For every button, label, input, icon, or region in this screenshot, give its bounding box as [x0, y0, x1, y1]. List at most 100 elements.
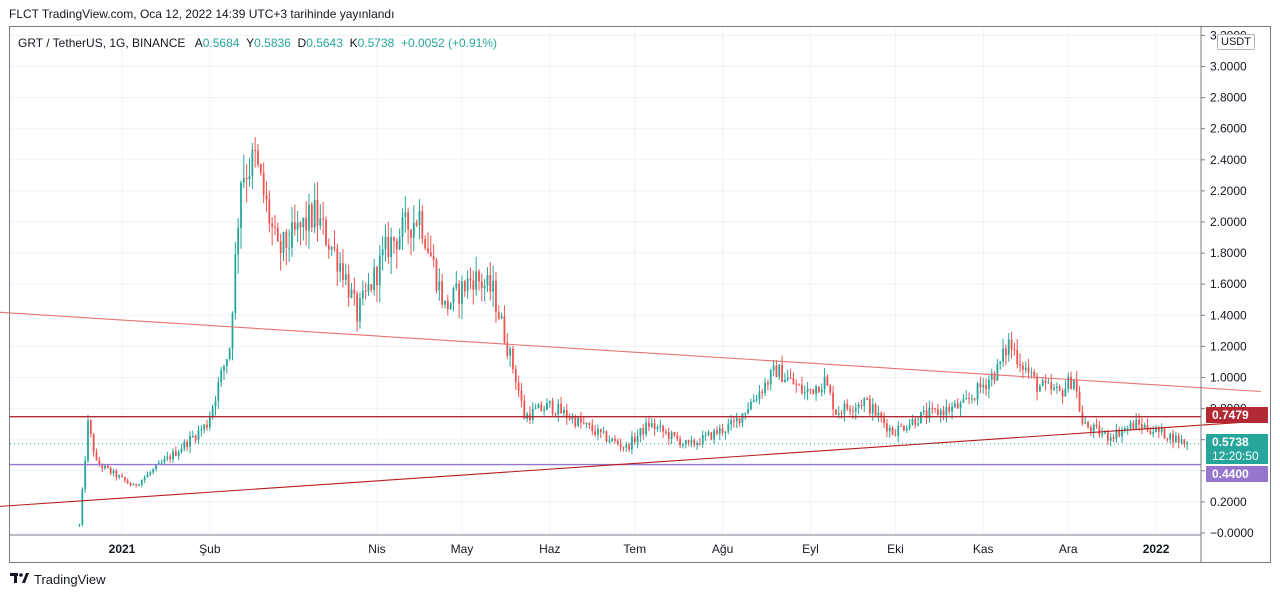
candle-body — [98, 460, 101, 466]
candle-body — [580, 417, 582, 423]
candle-body — [225, 359, 228, 367]
candle-body — [214, 400, 217, 407]
candle-body — [336, 248, 339, 272]
candle-body — [616, 440, 619, 444]
candle-body — [633, 436, 636, 443]
candle-body — [1081, 411, 1084, 424]
candle-body — [1155, 427, 1157, 433]
candle-body — [497, 312, 500, 319]
candle-body — [679, 438, 682, 446]
candle-body — [880, 412, 883, 418]
candle-body — [194, 435, 197, 440]
candle-body — [316, 199, 319, 226]
candle-body — [140, 479, 143, 485]
candle-body — [962, 399, 965, 403]
candle-body — [169, 456, 172, 460]
candle-body — [288, 247, 291, 249]
candle-body — [302, 217, 305, 228]
candle-body — [438, 281, 441, 291]
last-price-tag: 0.5738 12:20:50 — [1206, 434, 1268, 464]
high-value: 0.5836 — [254, 36, 291, 50]
candle-body — [444, 300, 446, 305]
candle-body — [835, 409, 837, 415]
candle-body — [1183, 439, 1186, 445]
candle-body — [1106, 432, 1109, 441]
candle-body — [987, 379, 990, 389]
y-tick-label: 1.6000 — [1210, 277, 1247, 291]
candle-body — [322, 218, 325, 220]
candle-body — [1163, 428, 1166, 439]
candle-body — [512, 348, 514, 370]
candle-body — [563, 410, 565, 414]
candle-body — [1092, 424, 1095, 432]
candle-body — [1072, 379, 1075, 389]
candle-body — [832, 392, 834, 410]
candle-body — [376, 267, 378, 286]
candle-body — [744, 413, 747, 415]
candle-body — [792, 378, 795, 385]
candle-body — [781, 364, 783, 383]
candle-body — [1055, 386, 1058, 388]
candle-body — [395, 240, 398, 250]
chart-frame[interactable] — [9, 26, 1271, 563]
candle-body — [718, 428, 721, 434]
candle-body — [1146, 425, 1149, 431]
candle-body — [764, 382, 766, 394]
candle-body — [713, 430, 715, 440]
candle-body — [259, 164, 262, 173]
candle-body — [1007, 339, 1010, 356]
candle-body — [234, 254, 237, 314]
candle-body — [1174, 435, 1177, 443]
candle-body — [404, 212, 407, 218]
candle-body — [1143, 425, 1146, 429]
candle-body — [87, 420, 89, 461]
candle-body — [157, 462, 160, 465]
candle-body — [557, 403, 560, 415]
axis-layer: 3.20003.00002.80002.60002.40002.20002.00… — [10, 27, 1254, 563]
candle-body — [177, 451, 180, 456]
candle-body — [903, 425, 905, 431]
candle-body — [622, 447, 625, 449]
candle-body — [319, 218, 322, 226]
candle-body — [803, 392, 806, 394]
y-tick-label: 3.0000 — [1210, 60, 1247, 74]
candle-body — [696, 443, 698, 445]
support-price-tag: 0.4400 — [1206, 466, 1268, 482]
candle-body — [463, 281, 466, 292]
candle-body — [871, 404, 874, 414]
candle-body — [381, 249, 384, 256]
candle-body — [602, 431, 605, 433]
candle-body — [101, 465, 104, 469]
candle-body — [432, 256, 435, 261]
currency-badge[interactable]: USDT — [1217, 34, 1255, 50]
candle-body — [956, 403, 959, 409]
candle-body — [293, 222, 296, 230]
candle-body — [135, 484, 138, 486]
candle-body — [248, 175, 251, 180]
candle-body — [1123, 428, 1126, 432]
candle-body — [183, 441, 186, 449]
candle-body — [500, 316, 503, 319]
candle-body — [605, 431, 608, 442]
candle-body — [1050, 382, 1053, 390]
candle-body — [384, 236, 387, 250]
candle-body — [262, 172, 265, 196]
candle-body — [625, 444, 628, 448]
candle-body — [857, 404, 860, 408]
candle-body — [707, 432, 710, 435]
candle-body — [268, 199, 271, 224]
x-tick-label: Eyl — [802, 542, 819, 556]
candle-body — [1104, 432, 1106, 434]
candle-body — [180, 448, 183, 452]
candle-body — [291, 222, 293, 248]
candle-body — [846, 403, 849, 409]
candle-body — [548, 400, 551, 403]
candle-body — [795, 384, 798, 386]
candle-body — [146, 474, 149, 478]
candle-body — [274, 226, 276, 228]
candle-body — [820, 389, 823, 393]
y-tick-label: 0.2000 — [1210, 495, 1247, 509]
candle-body — [455, 283, 458, 288]
footer-brand: TradingView — [34, 572, 106, 587]
